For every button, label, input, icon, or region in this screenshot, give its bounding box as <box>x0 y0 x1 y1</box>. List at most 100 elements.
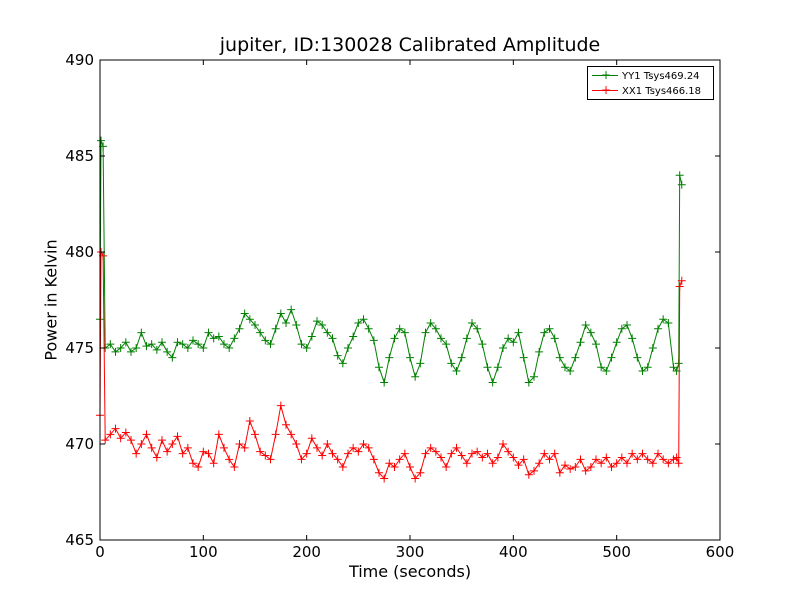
y-axis-title: Power in Kelvin <box>41 239 61 361</box>
data-point <box>142 430 151 439</box>
data-point <box>672 453 681 462</box>
data-point <box>287 305 296 314</box>
data-point <box>142 342 151 351</box>
data-point <box>561 363 569 372</box>
data-point <box>643 363 652 372</box>
y-tick-label: 480 <box>65 243 94 261</box>
data-point <box>654 324 662 333</box>
data-point <box>675 171 684 180</box>
data-point <box>648 344 657 352</box>
data-point <box>354 319 363 328</box>
data-point <box>313 443 321 452</box>
data-point <box>607 353 616 362</box>
data-point <box>375 468 383 477</box>
data-point <box>199 447 208 456</box>
data-point <box>612 338 621 347</box>
ticks-layer: 0 100 200 300 400 500 600 465 470 475 480 485 490 <box>65 51 734 561</box>
data-point <box>524 470 533 479</box>
data-point <box>468 319 476 328</box>
data-point <box>209 334 218 343</box>
data-point <box>333 455 342 464</box>
data-point <box>328 449 337 458</box>
data-point <box>127 347 135 356</box>
data-point <box>338 359 347 368</box>
data-point <box>514 461 523 470</box>
data-point <box>183 344 192 352</box>
data-point <box>633 455 642 464</box>
data-point <box>333 351 342 360</box>
data-point <box>121 338 130 347</box>
data-point <box>677 180 686 189</box>
data-point <box>132 344 141 352</box>
legend-swatch-xx1: + <box>592 84 618 98</box>
data-point <box>323 440 332 448</box>
data-point <box>194 463 203 472</box>
series-line <box>99 250 683 480</box>
data-point <box>623 320 631 329</box>
data-point <box>571 463 580 472</box>
data-point <box>586 328 595 337</box>
data-point <box>545 324 554 333</box>
data-point <box>266 340 275 349</box>
data-point <box>586 463 595 472</box>
data-point <box>344 449 352 458</box>
data-point <box>271 430 280 439</box>
legend: + YY1 Tsys469.24 + XX1 Tsys466.18 <box>587 66 714 100</box>
data-point <box>576 338 585 347</box>
data-point <box>183 443 192 452</box>
data-point <box>437 334 445 343</box>
data-point <box>313 317 321 326</box>
data-point <box>354 447 363 456</box>
data-point <box>431 447 440 456</box>
data-point <box>638 449 647 458</box>
data-point <box>220 443 228 452</box>
data-point <box>318 451 327 460</box>
data-point <box>452 367 461 376</box>
data-point <box>276 309 285 318</box>
data-point <box>338 463 347 472</box>
data-point <box>473 324 482 333</box>
data-point <box>519 455 528 464</box>
data-point <box>369 336 378 345</box>
data-point <box>359 440 368 448</box>
data-point <box>406 353 414 362</box>
data-point <box>442 340 451 349</box>
data-point <box>204 328 213 337</box>
data-point <box>256 328 265 337</box>
data-point <box>488 459 497 468</box>
data-point <box>530 372 538 381</box>
legend-item-yy1: + YY1 Tsys469.24 <box>592 69 700 83</box>
data-point <box>158 436 166 445</box>
data-point <box>158 338 166 347</box>
y-tick-label: 475 <box>65 339 94 357</box>
y-tick-label: 470 <box>65 435 94 453</box>
data-point <box>468 449 476 458</box>
data-point <box>132 449 141 458</box>
data-point <box>628 334 637 343</box>
data-point <box>106 430 115 439</box>
data-point <box>457 451 466 460</box>
data-point <box>189 336 197 345</box>
data-point <box>271 324 280 333</box>
x-tick-label: 100 <box>189 543 218 561</box>
data-point <box>297 340 306 349</box>
data-point <box>323 328 332 337</box>
data-point <box>369 455 378 464</box>
data-point <box>111 347 120 356</box>
x-tick-label: 300 <box>396 543 425 561</box>
data-point <box>483 363 492 372</box>
data-point <box>421 449 430 458</box>
data-point <box>364 443 373 452</box>
data-point <box>617 324 626 333</box>
data-point <box>230 334 239 343</box>
data-point <box>137 440 146 448</box>
data-point <box>447 449 456 458</box>
data-point <box>214 332 223 341</box>
data-point <box>204 449 213 458</box>
data-point <box>638 367 647 376</box>
data-point <box>457 353 466 362</box>
data-point <box>561 461 569 470</box>
data-point <box>97 136 106 145</box>
data-point <box>302 449 311 458</box>
x-tick-label: 600 <box>706 543 735 561</box>
